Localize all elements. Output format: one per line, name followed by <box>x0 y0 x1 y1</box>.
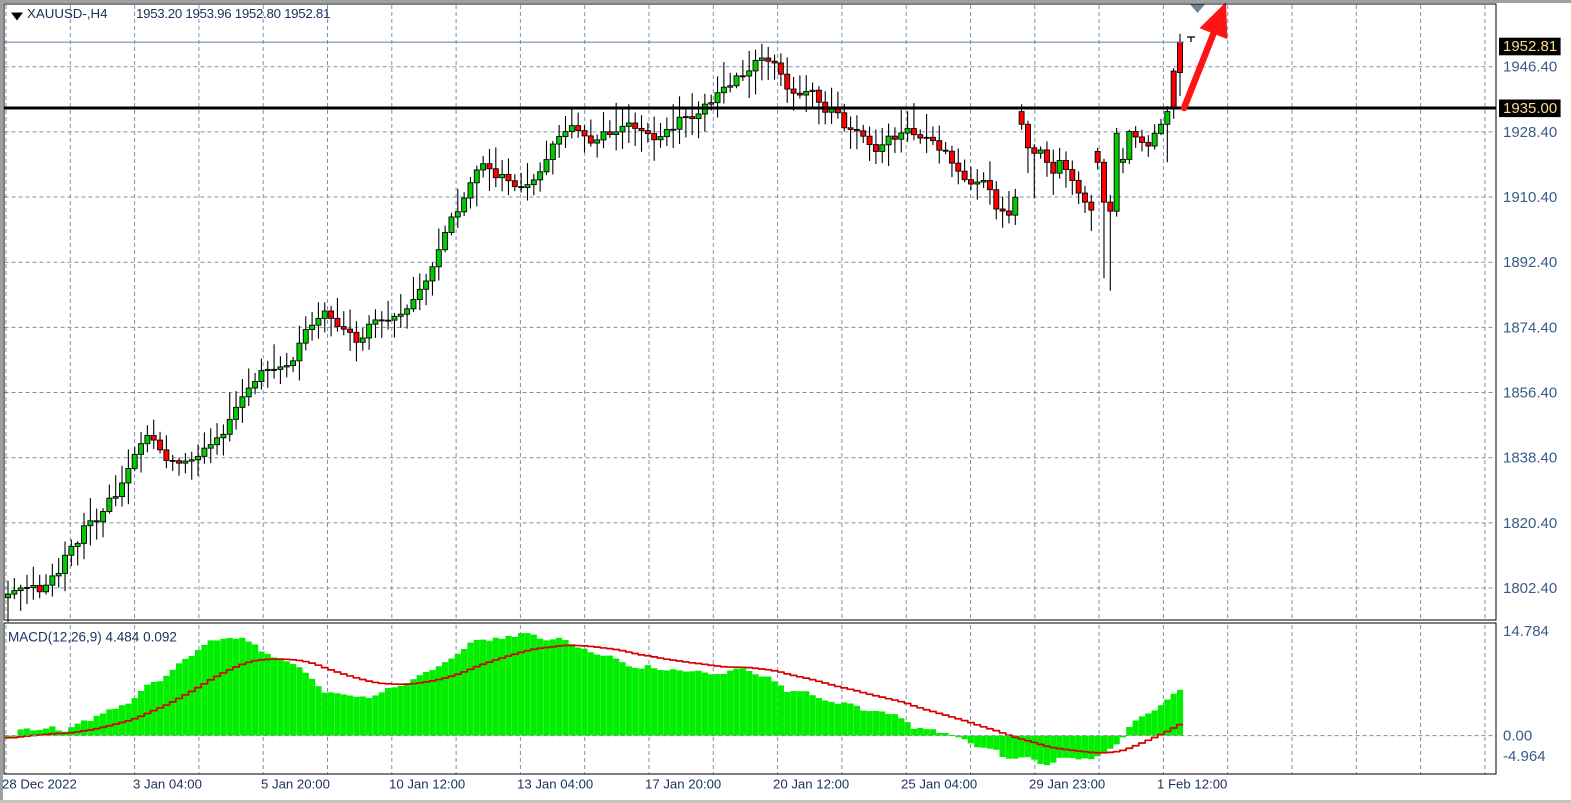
svg-text:29 Jan 23:00: 29 Jan 23:00 <box>1029 777 1105 792</box>
svg-text:1856.40: 1856.40 <box>1503 385 1557 402</box>
svg-text:1802.40: 1802.40 <box>1503 580 1557 597</box>
svg-text:10 Jan 12:00: 10 Jan 12:00 <box>389 777 465 792</box>
svg-text:1910.40: 1910.40 <box>1503 189 1557 206</box>
svg-text:1874.40: 1874.40 <box>1503 319 1557 336</box>
svg-text:0.00: 0.00 <box>1503 728 1532 745</box>
svg-text:-4.964: -4.964 <box>1503 748 1546 765</box>
svg-text:1935.00: 1935.00 <box>1503 100 1557 117</box>
svg-text:13 Jan 04:00: 13 Jan 04:00 <box>517 777 593 792</box>
svg-text:25 Jan 04:00: 25 Jan 04:00 <box>901 777 977 792</box>
svg-text:20 Jan 12:00: 20 Jan 12:00 <box>773 777 849 792</box>
svg-text:17 Jan 20:00: 17 Jan 20:00 <box>645 777 721 792</box>
svg-text:1892.40: 1892.40 <box>1503 254 1557 271</box>
svg-text:28 Dec 2022: 28 Dec 2022 <box>2 777 77 792</box>
svg-text:XAUUSD-,H4: XAUUSD-,H4 <box>27 6 108 21</box>
svg-text:1928.40: 1928.40 <box>1503 124 1557 141</box>
svg-text:1953.20 1953.96 1952.80 1952.8: 1953.20 1953.96 1952.80 1952.81 <box>136 6 330 21</box>
svg-text:1946.40: 1946.40 <box>1503 59 1557 76</box>
svg-text:5 Jan 20:00: 5 Jan 20:00 <box>261 777 330 792</box>
svg-text:1838.40: 1838.40 <box>1503 450 1557 467</box>
svg-text:MACD(12,26,9) 4.484 0.092: MACD(12,26,9) 4.484 0.092 <box>8 630 177 645</box>
svg-text:3 Jan 04:00: 3 Jan 04:00 <box>133 777 202 792</box>
svg-text:1820.40: 1820.40 <box>1503 515 1557 532</box>
svg-text:14.784: 14.784 <box>1503 623 1549 640</box>
svg-text:1 Feb 12:00: 1 Feb 12:00 <box>1157 777 1227 792</box>
svg-text:1952.81: 1952.81 <box>1503 38 1557 55</box>
